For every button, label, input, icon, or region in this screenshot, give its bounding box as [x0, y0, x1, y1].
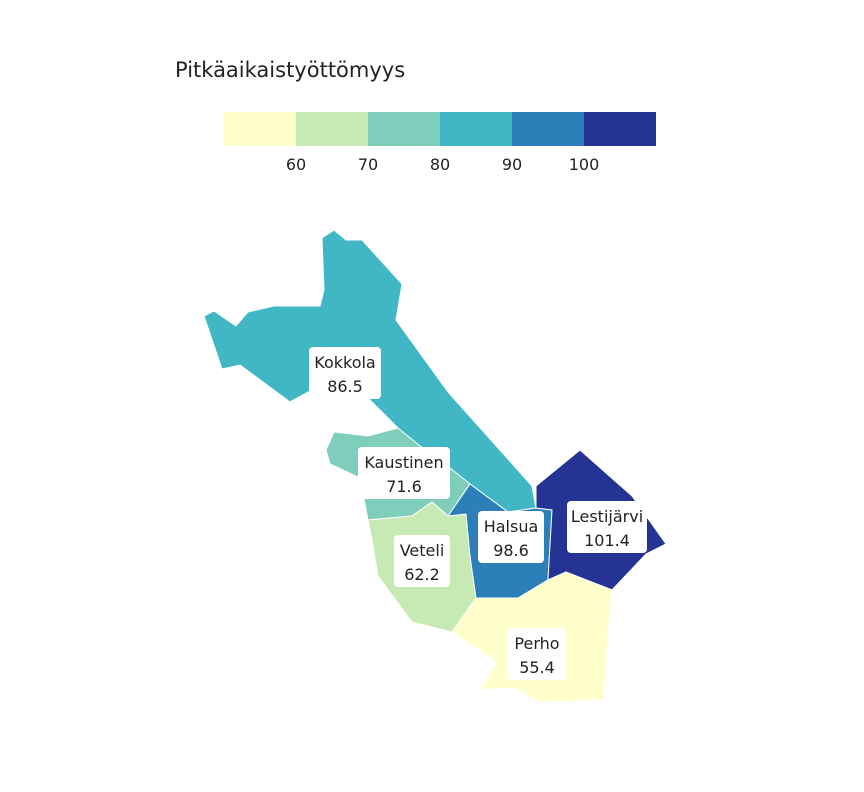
label-value: 71.6 [386, 477, 422, 496]
legend-swatch-1 [296, 112, 368, 146]
label-name: Lestijärvi [571, 507, 643, 526]
legend-tick-0: 60 [286, 155, 306, 174]
legend-tick-2: 80 [430, 155, 450, 174]
label-value: 98.6 [493, 541, 529, 560]
label-veteli: Veteli 62.2 [394, 535, 450, 587]
label-halsua: Halsua 98.6 [478, 511, 544, 563]
label-perho: Perho 55.4 [508, 628, 566, 680]
label-value: 101.4 [584, 531, 630, 550]
region-labels: Kokkola 86.5 Kaustinen 71.6 Veteli 62.2 … [309, 347, 647, 680]
legend-swatch-4 [512, 112, 584, 146]
legend: 60 70 80 90 100 [224, 112, 656, 174]
label-name: Halsua [484, 517, 539, 536]
label-value: 62.2 [404, 565, 440, 584]
label-name: Kaustinen [364, 453, 443, 472]
label-lestijarvi: Lestijärvi 101.4 [567, 501, 647, 553]
legend-tick-3: 90 [502, 155, 522, 174]
legend-swatch-2 [368, 112, 440, 146]
label-name: Veteli [400, 541, 445, 560]
label-kokkola: Kokkola 86.5 [309, 347, 381, 399]
legend-swatch-0 [224, 112, 296, 146]
label-value: 86.5 [327, 377, 363, 396]
legend-tick-1: 70 [358, 155, 378, 174]
label-name: Kokkola [314, 353, 375, 372]
legend-swatch-5 [584, 112, 656, 146]
map-title: Pitkäaikaistyöttömyys [175, 58, 405, 82]
label-name: Perho [514, 634, 559, 653]
legend-swatch-3 [440, 112, 512, 146]
label-kaustinen: Kaustinen 71.6 [358, 447, 450, 499]
legend-tick-4: 100 [569, 155, 600, 174]
label-value: 55.4 [519, 658, 555, 677]
